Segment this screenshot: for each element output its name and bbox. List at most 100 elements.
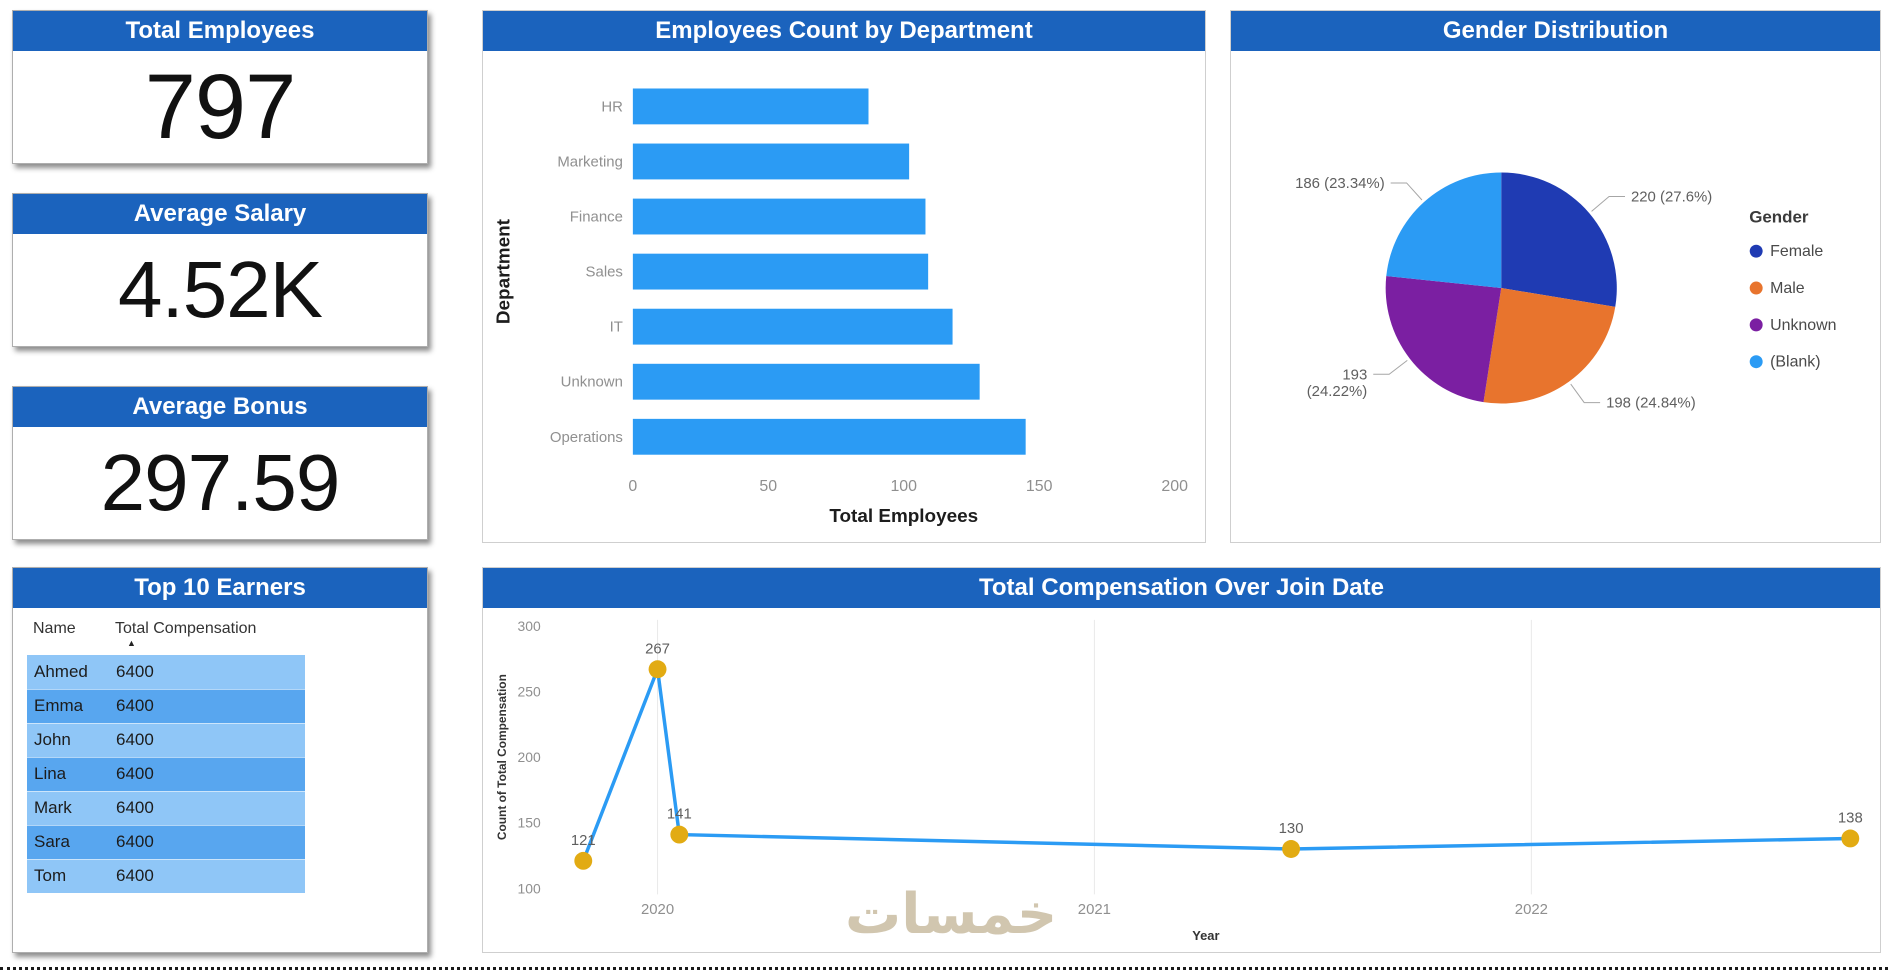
earner-name: Ahmed [27,655,109,690]
line-marker-121[interactable] [574,851,593,870]
kpi-card-average-salary: Average Salary 4.52K [12,193,428,347]
line-series [581,668,1851,862]
bar-hr[interactable] [632,88,869,125]
column-header-total-compensation-label: Total Compensation [115,620,257,637]
bar-x-tick-50: 50 [759,478,777,495]
bar-category-it: IT [610,319,623,336]
column-header-total-compensation[interactable]: Total Compensation ▲ [109,616,305,648]
pie-callout-line-unknown [1373,359,1408,375]
table-header-row: Name Total Compensation ▲ [27,616,427,648]
line-x-axis-title: Year [1192,928,1219,943]
kpi-title-average-bonus: Average Bonus [13,387,427,427]
table-row-john[interactable]: John 6400 [27,723,305,758]
bar-chart-title: Employees Count by Department [483,11,1205,51]
pie-slice-unknown[interactable] [1385,275,1502,403]
earner-name: Lina [27,757,109,792]
earner-name: Tom [27,859,109,894]
earner-name: Emma [27,689,109,724]
bar-x-tick-150: 150 [1026,478,1053,495]
pie-callout-line-female [1591,196,1626,212]
pie-callout-label-unknown: 193 (24.22%) [1307,366,1368,400]
bar-it[interactable] [632,308,953,345]
line-marker-267[interactable] [648,660,667,679]
line-marker-138[interactable] [1841,829,1860,848]
gender-pie-chart: Gender Distribution 220 (27.6%) 198 (24.8… [1230,10,1881,543]
earner-compensation: 6400 [109,825,305,860]
column-header-name[interactable]: Name [33,620,76,637]
pie-callout-line-male [1570,383,1601,404]
bar-category-operations: Operations [550,429,623,446]
kpi-value-total-employees: 797 [144,55,297,158]
bar-unknown[interactable] [632,363,980,400]
pie-slice-blank[interactable] [1386,172,1502,289]
line-marker-130[interactable] [1282,840,1301,858]
bar-category-marketing: Marketing [557,153,623,170]
legend-item-female[interactable]: Female [1770,243,1823,260]
comp-line-chart: Total Compensation Over Join Date 2020 20… [482,567,1881,953]
kpi-title-average-salary: Average Salary [13,194,427,234]
bar-category-finance: Finance [570,209,623,226]
bar-finance[interactable] [632,198,926,235]
bar-x-tick-0: 0 [628,478,637,495]
pie-chart-title: Gender Distribution [1231,11,1880,51]
bar-x-axis-title: Total Employees [829,506,978,527]
line-data-label-130: 130 [1279,821,1304,837]
legend-item-unknown[interactable]: Unknown [1770,317,1836,334]
sort-ascending-icon[interactable]: ▲ [127,638,136,648]
table-row-sara[interactable]: Sara 6400 [27,825,305,860]
top-earners-title: Top 10 Earners [13,568,427,608]
pie-callout-line-blank [1390,182,1423,201]
line-data-label-267: 267 [645,641,670,657]
table-row-tom[interactable]: Tom 6400 [27,859,305,894]
pie-slice-male[interactable] [1483,288,1616,404]
earner-name: Mark [27,791,109,826]
bar-x-tick-100: 100 [890,478,917,495]
earner-compensation: 6400 [109,859,305,894]
line-marker-141[interactable] [670,825,689,844]
dept-bar-chart: Employees Count by Department 0 50 100 150 2… [482,10,1206,543]
legend-swatch-female [1749,244,1763,258]
line-y-tick-300: 300 [518,618,541,634]
line-x-tick-2020: 2020 [641,902,674,918]
pie-callout-label-male: 198 (24.84%) [1606,395,1696,412]
pie-callout-label-blank: 186 (23.34%) [1295,175,1385,192]
line-data-label-121: 121 [571,833,596,849]
table-row-ahmed[interactable]: Ahmed 6400 [27,655,305,690]
bar-operations[interactable] [632,418,1026,455]
legend-item-blank[interactable]: (Blank) [1770,354,1820,371]
kpi-value-average-salary: 4.52K [117,245,323,334]
bar-chart-canvas[interactable]: 0 50 100 150 200 HR Marketing Finance Sales IT Unk… [483,51,1205,542]
line-y-tick-200: 200 [518,749,541,765]
line-y-tick-100: 100 [518,880,541,896]
line-data-label-141: 141 [667,807,692,823]
line-chart-title: Total Compensation Over Join Date [483,568,1880,608]
kpi-card-total-employees: Total Employees 797 [12,10,428,164]
pie-chart-canvas[interactable]: 220 (27.6%) 198 (24.84%) 193 (24.22%) 186 (2… [1231,51,1880,542]
top-earners-rows: Ahmed 6400 Emma 6400 John 6400 Lina 6400 Mark 640… [27,655,305,894]
legend-item-male[interactable]: Male [1770,280,1805,297]
legend-swatch-unknown [1749,318,1763,332]
table-row-lina[interactable]: Lina 6400 [27,757,305,792]
table-row-mark[interactable]: Mark 6400 [27,791,305,826]
kpi-value-average-bonus: 297.59 [100,438,341,527]
pie-legend-title: Gender [1749,207,1809,226]
bar-category-unknown: Unknown [561,374,623,391]
kpi-card-average-bonus: Average Bonus 297.59 [12,386,428,540]
legend-swatch-male [1749,281,1763,295]
earner-compensation: 6400 [109,757,305,792]
earner-name: John [27,723,109,758]
pie-callout-label-female: 220 (27.6%) [1631,188,1712,205]
pie-slice-female[interactable] [1501,172,1617,307]
earner-compensation: 6400 [109,689,305,724]
table-row-emma[interactable]: Emma 6400 [27,689,305,724]
line-y-tick-250: 250 [518,683,541,699]
line-y-axis-title: Count of Total Compensation [495,674,509,840]
bar-sales[interactable] [632,253,929,290]
bar-category-sales: Sales [586,264,623,281]
legend-swatch-blank [1749,355,1763,369]
line-y-tick-150: 150 [518,815,541,831]
line-chart-canvas[interactable]: 2020 2021 2022 100 150 200 250 300 121 267 141 130 1… [483,608,1880,952]
bar-x-tick-200: 200 [1161,478,1188,495]
bar-marketing[interactable] [632,143,910,180]
